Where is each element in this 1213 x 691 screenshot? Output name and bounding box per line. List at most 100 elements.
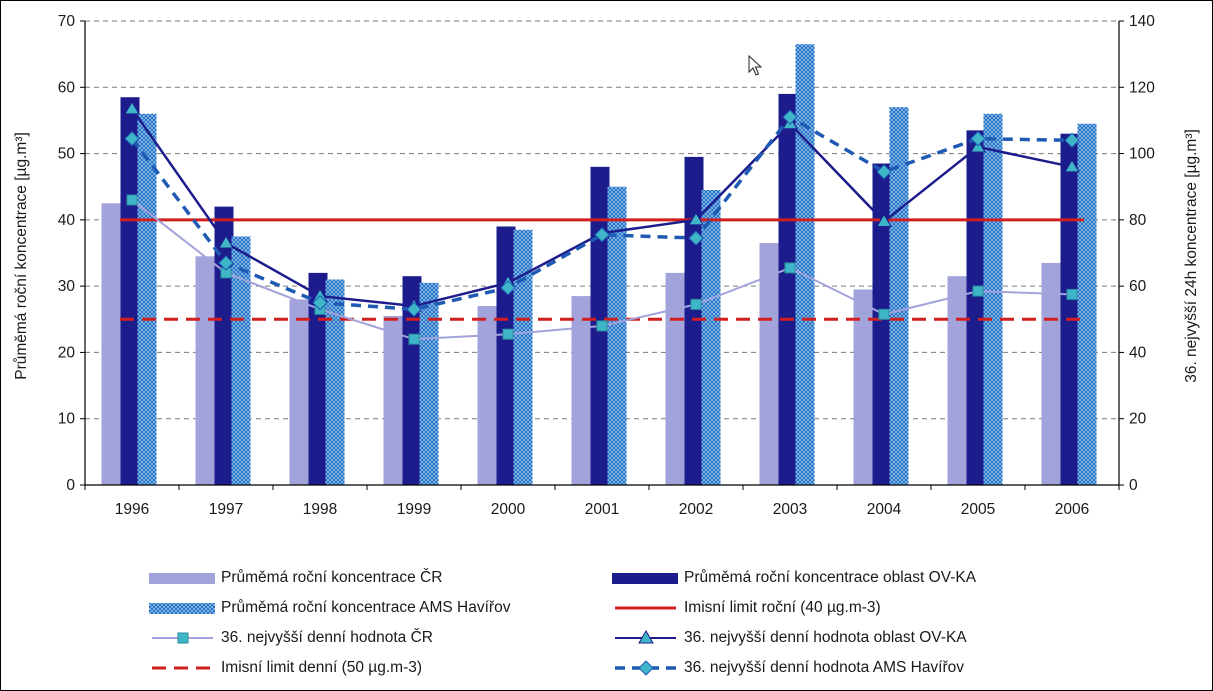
- bar-havirov: [419, 282, 439, 485]
- marker-square: [126, 194, 138, 206]
- axes: 0 10 20 30 40 50 60 70 0 20 40 60 80 100 120 140 1996 199…: [58, 13, 1155, 518]
- marker-diamond: [406, 301, 422, 318]
- x-tick-label: 1998: [303, 501, 337, 518]
- legend-swatch: [152, 632, 213, 644]
- marker-square: [878, 308, 890, 320]
- legend-swatch: [152, 666, 213, 670]
- y-right-tick-label: 60: [1129, 278, 1147, 295]
- marker-triangle: [218, 235, 234, 249]
- y-left-tick-label: 0: [66, 477, 75, 494]
- y-right-tick-label: 40: [1129, 344, 1147, 361]
- legend-label: Imisní limit denní (50 µg.m-3): [221, 659, 423, 676]
- marker-square: [596, 320, 608, 332]
- legend-swatch: [615, 606, 676, 610]
- legend-item: Imisní limit denní (50 µg.m-3): [149, 655, 422, 681]
- marker-square: [972, 285, 984, 297]
- legend-label: Imisní limit roční (40 µg.m-3): [684, 599, 881, 616]
- legend-label: Průměmá roční koncentrace oblast OV-KA: [684, 569, 977, 586]
- y-left-tick-label: 50: [58, 146, 76, 163]
- marker-diamond: [782, 109, 798, 125]
- marker-triangle: [876, 213, 892, 228]
- bar-cr: [947, 276, 967, 485]
- y-left-tick-label: 10: [58, 411, 76, 428]
- bar-ovka: [402, 276, 422, 485]
- bar-ovka: [308, 272, 328, 485]
- series-lines: [124, 100, 1080, 345]
- y-right-tick-label: 120: [1129, 79, 1155, 96]
- legend: Průměmá roční koncentrace ČR Průměmá ročn…: [149, 563, 1149, 688]
- marker-diamond: [500, 280, 516, 296]
- bar-cr: [759, 243, 779, 485]
- bar-cr: [195, 256, 215, 485]
- y-right-tick-label: 20: [1129, 411, 1147, 428]
- bar-cr: [853, 289, 873, 485]
- legend-swatch: [149, 603, 215, 614]
- legend-swatch: [149, 573, 215, 584]
- legend-label: 36. nejvyšší denní hodnota AMS Havířov: [684, 659, 965, 676]
- y-left-tick-label: 60: [58, 79, 76, 96]
- bar-ovka: [966, 130, 986, 485]
- limit-lines: [120, 218, 1084, 321]
- marker-diamond: [876, 164, 892, 180]
- legend-item: Průměmá roční koncentrace ČR: [149, 565, 442, 591]
- y-axis-right-label: 36. nejvyšší 24h koncentrace [µg.m³]: [1183, 129, 1200, 383]
- legend-swatch: [612, 573, 678, 584]
- x-tick-label: 1999: [397, 501, 431, 518]
- bar-cr: [1041, 262, 1061, 485]
- legend-item: 36. nejvyšší denní hodnota AMS Havířov: [612, 655, 964, 681]
- bar-cr: [383, 315, 403, 485]
- bar-ovka: [778, 93, 798, 486]
- legend-swatch: [615, 660, 676, 676]
- bar-cr: [477, 306, 497, 485]
- marker-diamond: [218, 255, 234, 271]
- legend-label: 36. nejvyšší denní hodnota ČR: [221, 629, 433, 646]
- bar-havirov: [231, 236, 251, 485]
- marker-square: [408, 333, 420, 345]
- bar-havirov: [607, 186, 627, 485]
- legend-label: 36. nejvyšší denní hodnota oblast OV-KA: [684, 629, 967, 646]
- legend-label: Průměmá roční koncentrace ČR: [221, 569, 443, 586]
- legend-marker-diamond: [638, 660, 654, 676]
- legend-item: Průměmá roční koncentrace AMS Havířov: [149, 595, 510, 621]
- x-tick-label: 1997: [209, 501, 243, 518]
- legend-item: 36. nejvyšší denní hodnota ČR: [149, 625, 433, 651]
- mouse-pointer-icon: [748, 54, 763, 76]
- bar-havirov: [325, 279, 345, 485]
- marker-diamond: [688, 230, 704, 246]
- bar-havirov: [983, 113, 1003, 486]
- legend-item: Průměmá roční koncentrace oblast OV-KA: [612, 565, 976, 591]
- chart-plot: 0 10 20 30 40 50 60 70 0 20 40 60 80 100 120 140 1996 199…: [13, 13, 1200, 518]
- x-tick-label: 2005: [961, 501, 995, 518]
- marker-square: [784, 262, 796, 274]
- bar-havirov: [795, 44, 815, 485]
- y-axis-left-label: Průměmá roční koncentrace [µg.m³]: [13, 132, 30, 380]
- marker-square: [1066, 288, 1078, 300]
- legend-item: Imisní limit roční (40 µg.m-3): [612, 595, 881, 621]
- bar-cr: [101, 203, 121, 486]
- bar-havirov: [701, 190, 721, 485]
- x-tick-label: 2002: [679, 501, 713, 518]
- marker-diamond: [1064, 132, 1080, 149]
- bar-havirov: [1077, 123, 1097, 485]
- x-tick-label: 2006: [1055, 501, 1089, 518]
- x-tick-label: 2004: [867, 501, 902, 518]
- marker-triangle: [124, 100, 140, 115]
- bar-cr: [289, 299, 309, 485]
- legend-swatch: [615, 630, 676, 644]
- x-tick-label: 2000: [491, 501, 526, 518]
- bar-ovka: [120, 97, 140, 485]
- marker-square: [502, 328, 514, 340]
- series-line-havirov: [130, 114, 1073, 312]
- bar-ovka: [496, 226, 516, 485]
- bar-cr: [571, 296, 591, 485]
- bar-ovka: [684, 156, 704, 485]
- marker-triangle: [688, 211, 704, 226]
- bar-havirov: [513, 229, 533, 485]
- marker-diamond: [312, 295, 328, 311]
- y-right-tick-label: 100: [1129, 146, 1155, 163]
- marker-diamond: [594, 227, 610, 243]
- legend-marker-square: [177, 632, 189, 644]
- bar-cr: [665, 272, 685, 485]
- y-left-tick-label: 40: [58, 212, 76, 229]
- x-tick-label: 2003: [773, 501, 807, 518]
